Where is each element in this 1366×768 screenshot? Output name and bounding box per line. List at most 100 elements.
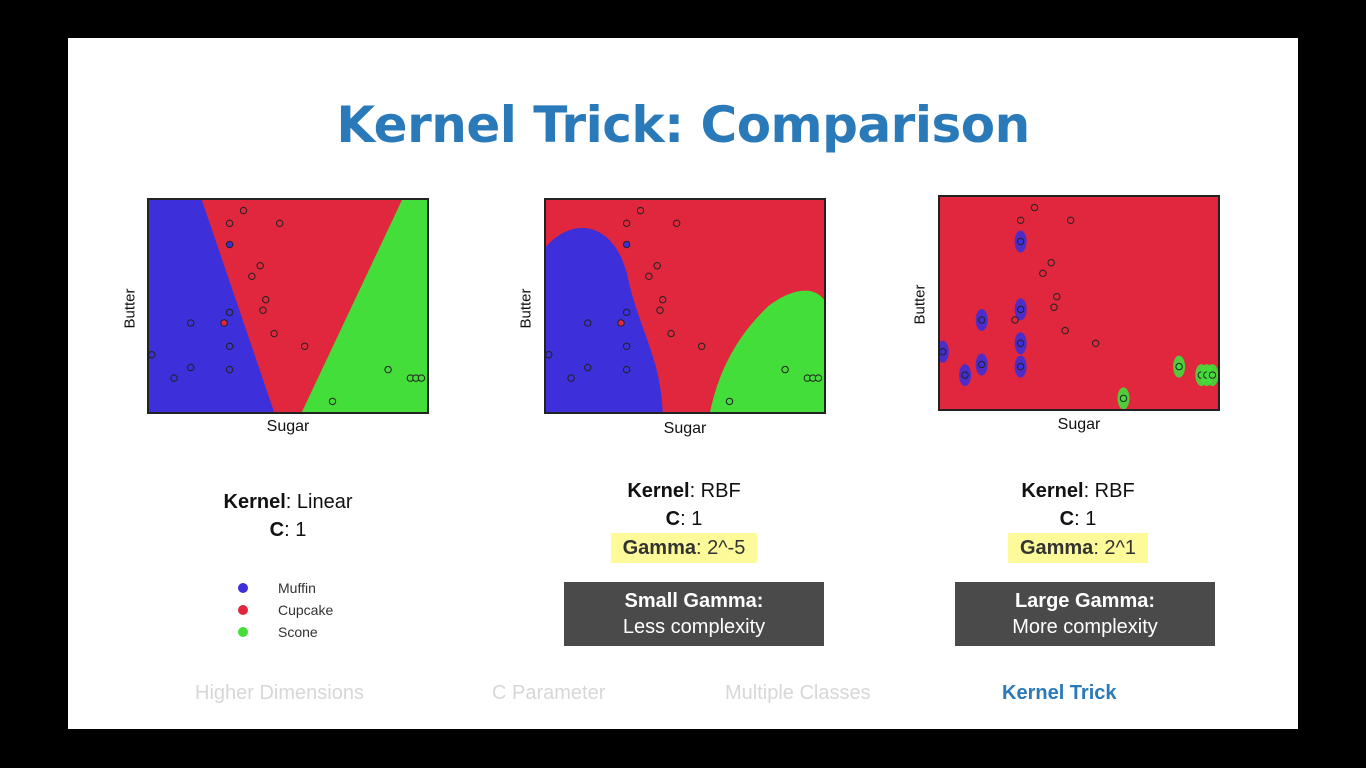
c-label: C bbox=[269, 519, 285, 541]
cupcake-point bbox=[1061, 326, 1069, 335]
kernel-value: : RBF bbox=[1083, 480, 1135, 502]
x-axis-label: Sugar bbox=[266, 418, 310, 435]
muffin-point bbox=[1016, 339, 1025, 347]
scone-region bbox=[301, 200, 427, 412]
scone-point bbox=[328, 397, 337, 406]
muffin-point bbox=[170, 374, 178, 382]
gamma-label: Gamma bbox=[1019, 537, 1094, 559]
cupcake-point bbox=[636, 206, 645, 215]
scone-point bbox=[781, 365, 789, 374]
y-axis-label: Butter bbox=[911, 284, 929, 325]
muffin-point bbox=[148, 351, 156, 359]
muffin-point bbox=[187, 319, 195, 327]
kernel-label: Kernel bbox=[627, 480, 690, 502]
cupcake-point bbox=[239, 206, 248, 215]
muffin-point bbox=[225, 342, 234, 350]
c-label: C bbox=[665, 508, 681, 530]
cupcake-point bbox=[667, 329, 675, 338]
muffin-region bbox=[149, 200, 275, 412]
cupcake-point bbox=[262, 295, 270, 304]
cupcake-point bbox=[1039, 269, 1047, 278]
slide-title: Kernel Trick: Comparison bbox=[336, 96, 1030, 154]
cupcake-point bbox=[275, 219, 284, 228]
muffin-point bbox=[978, 360, 986, 369]
cupcake-point bbox=[1053, 292, 1061, 301]
cupcake-point bbox=[1091, 339, 1100, 347]
scone-point bbox=[814, 374, 823, 382]
gamma-value: : 2^1 bbox=[1093, 537, 1137, 559]
x-axis-label: Sugar bbox=[1057, 416, 1101, 433]
nav-c-parameter[interactable]: C Parameter bbox=[492, 682, 606, 704]
cupcake-point bbox=[1047, 259, 1055, 267]
cupcake-point bbox=[300, 342, 309, 350]
cupcake-point bbox=[256, 262, 264, 270]
cupcake-point bbox=[645, 272, 653, 281]
cupcake-point bbox=[653, 262, 661, 270]
muffin-point bbox=[1016, 305, 1025, 314]
cupcake-point bbox=[220, 319, 228, 327]
plot-frame bbox=[544, 198, 826, 414]
decision-region-chart-rbf-small bbox=[544, 198, 826, 414]
note-text: Less complexity bbox=[622, 616, 766, 638]
plot-rbf-large-gamma bbox=[938, 195, 1220, 411]
muffin-point bbox=[622, 365, 631, 374]
muffin-point bbox=[622, 308, 631, 317]
muffin-region bbox=[546, 227, 663, 412]
gamma-value: : 2^-5 bbox=[695, 537, 746, 559]
cupcake-point bbox=[1011, 316, 1019, 324]
c-label: C bbox=[1059, 508, 1075, 530]
cupcake-point bbox=[225, 219, 234, 228]
x-axis-label: Sugar bbox=[663, 420, 707, 437]
cupcake-point bbox=[1016, 216, 1025, 225]
gamma-highlight: Gamma: 2^-5 bbox=[610, 533, 758, 563]
muffin-point bbox=[545, 351, 553, 359]
legend-label: Cupcake bbox=[278, 602, 334, 618]
cupcake-point bbox=[270, 329, 278, 338]
plot-frame bbox=[938, 195, 1220, 411]
gamma-highlight: Gamma: 2^1 bbox=[1007, 533, 1149, 563]
note-title: Small Gamma: bbox=[624, 590, 764, 612]
scone-point bbox=[417, 374, 426, 382]
muffin-point bbox=[225, 240, 234, 249]
muffin-point bbox=[978, 316, 986, 324]
legend-label: Muffin bbox=[278, 580, 316, 596]
plot-rbf-small-gamma bbox=[544, 198, 826, 414]
kernel-value: : Linear bbox=[285, 491, 353, 513]
y-axis-label: Butter bbox=[517, 288, 535, 329]
scone-point bbox=[1119, 394, 1128, 403]
cupcake-point bbox=[248, 272, 256, 281]
note-large-gamma: Large Gamma: More complexity bbox=[955, 582, 1215, 646]
nav-multiple-classes[interactable]: Multiple Classes bbox=[725, 682, 871, 704]
slide: Kernel Trick: Comparison Butter Sugar Ke… bbox=[68, 38, 1298, 729]
scone-point bbox=[384, 365, 392, 374]
cupcake-point bbox=[622, 219, 631, 228]
decision-region-chart-rbf-large bbox=[938, 195, 1220, 411]
muffin-point bbox=[622, 342, 631, 350]
muffin-point bbox=[622, 240, 631, 249]
cupcake-point bbox=[1050, 303, 1058, 311]
cupcake-point bbox=[259, 306, 267, 314]
scone-point bbox=[725, 397, 734, 406]
c-value: : 1 bbox=[680, 508, 703, 530]
nav-kernel-trick[interactable]: Kernel Trick bbox=[1002, 682, 1117, 704]
kernel-label: Kernel bbox=[1021, 480, 1084, 502]
decision-region-chart-linear bbox=[147, 198, 429, 414]
nav-higher-dimensions[interactable]: Higher Dimensions bbox=[195, 682, 364, 704]
cupcake-point bbox=[659, 295, 667, 304]
params-rbf-large: Kernel: RBF C: 1 Gamma: 2^1 bbox=[958, 477, 1198, 563]
cupcake-point bbox=[1030, 203, 1039, 212]
section-nav: Higher Dimensions C Parameter Multiple C… bbox=[68, 682, 1298, 708]
plot-linear bbox=[147, 198, 429, 414]
scone-dot-icon bbox=[238, 627, 248, 637]
muffin-point bbox=[961, 371, 969, 379]
cupcake-point bbox=[617, 319, 625, 327]
gamma-label: Gamma bbox=[622, 537, 696, 559]
muffin-point bbox=[584, 319, 592, 327]
scone-point bbox=[1175, 362, 1183, 371]
y-axis-label: Butter bbox=[121, 288, 139, 329]
cupcake-point bbox=[697, 342, 706, 350]
params-rbf-small: Kernel: RBF C: 1 Gamma: 2^-5 bbox=[564, 477, 804, 563]
muffin-point bbox=[187, 363, 195, 372]
muffin-point bbox=[567, 374, 575, 382]
note-title: Large Gamma: bbox=[1014, 590, 1156, 612]
